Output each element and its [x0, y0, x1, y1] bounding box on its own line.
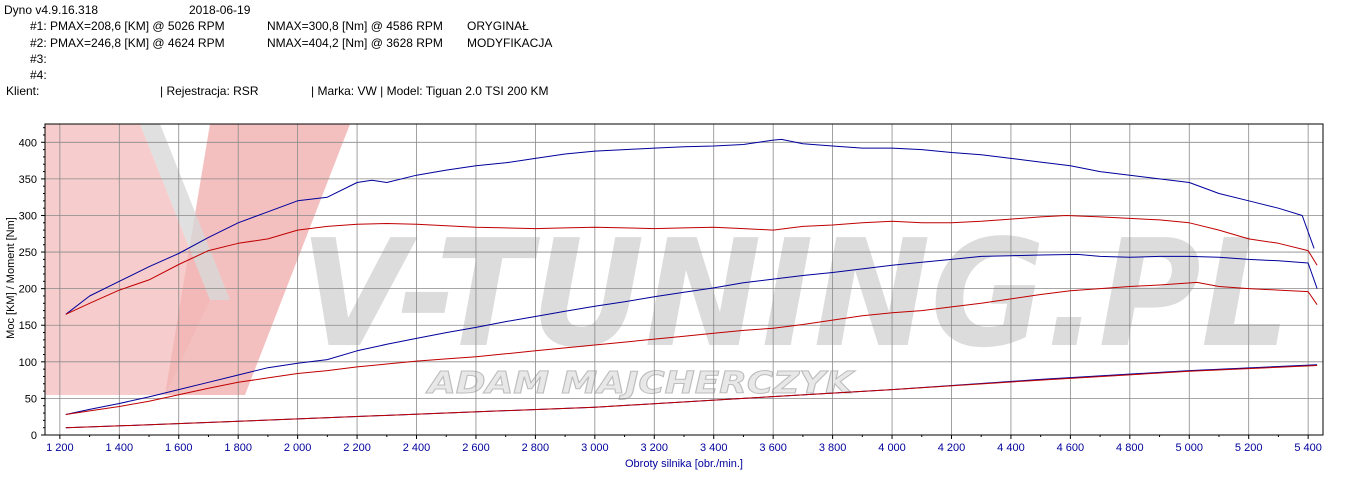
x-tick-label: 4 600 [1057, 442, 1085, 454]
watermark-v-right [165, 124, 350, 395]
y-tick-label: 200 [19, 284, 37, 296]
x-tick-label: 2 200 [343, 442, 371, 454]
run-2-pmax: PMAX=246,8 [KM] @ 4624 RPM [50, 36, 225, 50]
series-lines [65, 138, 1318, 429]
report-date: 2018-06-19 [189, 3, 251, 17]
x-tick-label: 3 000 [581, 442, 609, 454]
series-1-straty [65, 365, 1318, 429]
series-2-moc [65, 253, 1318, 415]
x-tick-label: 1 400 [106, 442, 134, 454]
y-axis-label: Moc [KM] / Moment [Nm] [5, 217, 17, 339]
x-tick-label: 4 800 [1116, 442, 1144, 454]
x-tick-label: 3 600 [759, 442, 787, 454]
app-version: Dyno v4.9.16.318 [4, 3, 99, 17]
run-1-nmax: NMAX=300,8 [Nm] @ 4586 RPM [267, 19, 443, 33]
run-2-nmax: NMAX=404,2 [Nm] @ 3628 RPM [267, 36, 443, 50]
x-tick-label: 5 000 [1175, 442, 1203, 454]
x-tick-label: 4 000 [878, 442, 906, 454]
x-tick-label: 2 800 [522, 442, 550, 454]
x-tick-label: 2 600 [462, 442, 490, 454]
x-tick-label: 3 800 [819, 442, 847, 454]
x-tick-label: 1 600 [165, 442, 193, 454]
grid-lines [45, 124, 1323, 436]
x-axis-label: Obroty silnika [obr./min.] [625, 458, 743, 470]
watermark-brand-text: V-TUNING.PL [300, 208, 1290, 380]
x-tick-label: 4 400 [997, 442, 1025, 454]
y-tick-label: 100 [19, 357, 37, 369]
x-tick-label: 1 200 [46, 442, 74, 454]
x-tick-label: 5 200 [1235, 442, 1263, 454]
run-3-id: #3: [30, 52, 47, 66]
watermark-logo: V-TUNING.PL ADAM MAJCHERCZYK [45, 124, 1290, 402]
x-tick-label: 4 200 [938, 442, 966, 454]
x-tick-label: 2 000 [284, 442, 312, 454]
run-1-name: ORYGINAŁ [467, 19, 529, 33]
run-1-pmax: PMAX=208,6 [KM] @ 5026 RPM [50, 19, 225, 33]
series-1-moment [65, 215, 1318, 315]
x-tick-label: 2 400 [403, 442, 431, 454]
client-label: Klient: [6, 84, 40, 98]
registration: | Rejestracja: RSR [160, 84, 259, 98]
watermark-v-shadow [140, 124, 230, 300]
y-tick-label: 400 [19, 137, 37, 149]
y-tick-label: 350 [19, 174, 37, 186]
x-tick-label: 3 400 [700, 442, 728, 454]
y-tick-label: 0 [31, 430, 37, 442]
run-2-id: #2: [30, 36, 47, 50]
y-tick-label: 150 [19, 320, 37, 332]
vehicle: | Marka: VW | Model: Tiguan 2.0 TSI 200 … [311, 84, 549, 98]
x-tick-label: 1 800 [224, 442, 252, 454]
series-2-moment [65, 138, 1315, 315]
y-tick-label: 50 [25, 393, 37, 405]
y-tick-label: 250 [19, 247, 37, 259]
run-1-id: #1: [30, 19, 47, 33]
y-tick-label: 300 [19, 210, 37, 222]
x-tick-label: 5 400 [1294, 442, 1322, 454]
x-tick-label: 3 200 [641, 442, 669, 454]
watermark-v-left [45, 124, 210, 395]
run-4-id: #4: [30, 68, 47, 82]
series-1-moc [65, 281, 1318, 415]
run-2-name: MODYFIKACJA [467, 36, 553, 50]
axis-ticks: 1 200 1 400 1 600 1 800 2 000 2 200 2 400 2 600… [19, 127, 1322, 454]
